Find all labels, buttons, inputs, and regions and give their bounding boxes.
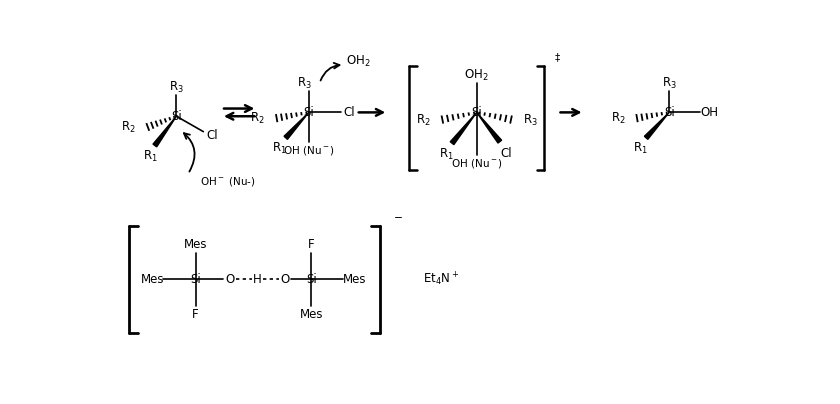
Text: OH$^-$ (Nu-): OH$^-$ (Nu-) bbox=[200, 175, 255, 188]
Polygon shape bbox=[477, 112, 501, 143]
Text: R$_3$: R$_3$ bbox=[169, 80, 184, 95]
Text: Si: Si bbox=[471, 106, 482, 119]
Text: Si: Si bbox=[191, 273, 201, 286]
Polygon shape bbox=[284, 112, 309, 139]
Text: Si: Si bbox=[306, 273, 317, 286]
Text: O: O bbox=[281, 273, 290, 286]
Text: Mes: Mes bbox=[184, 238, 207, 251]
Text: Et$_4$N$^+$: Et$_4$N$^+$ bbox=[423, 271, 459, 288]
Text: O: O bbox=[225, 273, 234, 286]
Text: Mes: Mes bbox=[141, 273, 165, 286]
Polygon shape bbox=[644, 112, 669, 139]
Text: Si: Si bbox=[303, 106, 314, 119]
Text: Cl: Cl bbox=[344, 106, 355, 119]
Text: OH$_2$: OH$_2$ bbox=[346, 54, 370, 69]
Text: R$_1$: R$_1$ bbox=[143, 149, 158, 164]
Text: R$_2$: R$_2$ bbox=[416, 113, 431, 128]
Text: R$_1$: R$_1$ bbox=[633, 141, 648, 156]
Text: R$_2$: R$_2$ bbox=[611, 111, 625, 126]
Text: OH (Nu$^-$): OH (Nu$^-$) bbox=[283, 144, 335, 158]
Polygon shape bbox=[153, 116, 176, 147]
Text: $^{‡}$: $^{‡}$ bbox=[554, 55, 561, 70]
Text: R$_1$: R$_1$ bbox=[438, 147, 454, 162]
Text: H: H bbox=[253, 273, 261, 286]
Text: Cl: Cl bbox=[500, 147, 512, 160]
Text: F: F bbox=[307, 238, 314, 251]
Text: Mes: Mes bbox=[343, 273, 366, 286]
Text: Si: Si bbox=[664, 106, 675, 119]
FancyArrowPatch shape bbox=[184, 133, 195, 172]
Text: Mes: Mes bbox=[299, 308, 323, 322]
Polygon shape bbox=[450, 112, 477, 145]
Text: OH (Nu$^-$): OH (Nu$^-$) bbox=[451, 158, 502, 170]
Text: F: F bbox=[192, 308, 199, 322]
Text: OH$_2$: OH$_2$ bbox=[465, 68, 489, 83]
Text: Cl: Cl bbox=[206, 129, 218, 142]
Text: R$_3$: R$_3$ bbox=[297, 76, 312, 91]
Text: R$_2$: R$_2$ bbox=[121, 120, 135, 135]
Text: R$_3$: R$_3$ bbox=[522, 113, 538, 128]
FancyArrowPatch shape bbox=[321, 63, 339, 80]
Text: R$_3$: R$_3$ bbox=[662, 76, 676, 91]
Text: OH: OH bbox=[701, 106, 718, 119]
Text: $^-$: $^-$ bbox=[391, 214, 403, 229]
Text: R$_1$: R$_1$ bbox=[272, 141, 287, 156]
Text: Si: Si bbox=[171, 110, 181, 123]
Text: R$_2$: R$_2$ bbox=[250, 111, 265, 126]
